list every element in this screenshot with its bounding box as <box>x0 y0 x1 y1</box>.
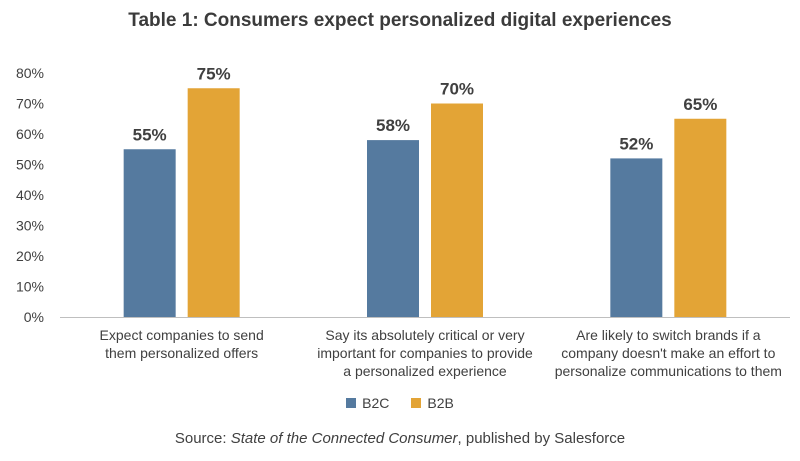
y-tick-label: 10% <box>16 279 44 295</box>
data-label-b2b: 65% <box>683 95 717 114</box>
bar-b2b <box>187 88 240 317</box>
bar-b2c <box>367 140 419 317</box>
y-tick-label: 40% <box>16 187 44 203</box>
category-label: them personalized offers <box>105 345 258 361</box>
y-tick-label: 30% <box>16 218 44 234</box>
category-label: Say its absolutely critical or very <box>325 327 524 343</box>
source-note: Source: State of the Connected Consumer,… <box>0 430 800 447</box>
y-tick-label: 0% <box>24 309 44 325</box>
category-label: company doesn't make an effort to <box>561 345 775 361</box>
legend-item-b2c: B2C <box>346 395 389 411</box>
legend-swatch-b2c <box>346 398 357 408</box>
y-tick-label: 70% <box>16 96 44 112</box>
source-prefix: Source: <box>174 430 231 447</box>
legend-item-b2b: B2B <box>411 395 454 411</box>
data-label-b2c: 58% <box>376 116 410 135</box>
category-label: Are likely to switch brands if a <box>576 327 761 343</box>
y-axis: 0% 10% 20% 30% 40% 50% 60% 70% 80% <box>16 65 44 325</box>
x-axis: Expect companies to send them personalize… <box>60 317 790 379</box>
source-suffix: , published by Salesforce <box>457 430 626 447</box>
data-label-b2c: 52% <box>619 134 653 153</box>
y-tick-label: 50% <box>16 157 44 173</box>
y-tick-label: 20% <box>16 248 44 264</box>
category-label: personalize communications to them <box>555 363 782 379</box>
legend-swatch-b2b <box>411 398 422 408</box>
bar-b2b <box>674 118 727 317</box>
source-title: State of the Connected Consumer <box>230 430 458 447</box>
legend-label-b2c: B2C <box>362 395 390 411</box>
chart-title: Table 1: Consumers expect personalized d… <box>128 10 672 31</box>
bar-b2c <box>123 149 176 317</box>
bar-chart: 0%10%20%30%40%50%60%70%80% 55%75%58%70%5… <box>16 64 790 379</box>
data-label-b2c: 55% <box>133 125 167 144</box>
y-tick-label: 60% <box>16 126 44 142</box>
bar-b2c <box>610 158 663 317</box>
y-tick-label: 80% <box>16 65 44 81</box>
data-label-b2b: 70% <box>440 80 474 99</box>
bar-b2b <box>431 103 483 317</box>
legend: B2C B2B <box>0 395 800 411</box>
category-label: Expect companies to send <box>100 327 264 343</box>
category-label: important for companies to provide <box>317 345 533 361</box>
bars-group: 55% 75% 58% 70% 52% 65% <box>123 64 727 317</box>
data-label-b2b: 75% <box>197 64 231 83</box>
category-label: a personalized experience <box>343 363 507 379</box>
legend-label-b2b: B2B <box>427 395 454 411</box>
